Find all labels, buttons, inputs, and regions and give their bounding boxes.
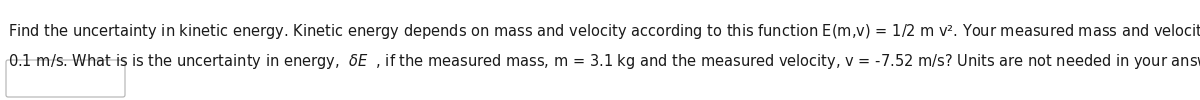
- Text: 0.1 m/s. What is is the uncertainty in energy,  $\delta E$  , if the measured ma: 0.1 m/s. What is is the uncertainty in e…: [8, 52, 1200, 71]
- FancyBboxPatch shape: [6, 60, 125, 97]
- Text: Find the uncertainty in kinetic energy. Kinetic energy depends on mass and veloc: Find the uncertainty in kinetic energy. …: [8, 22, 1200, 41]
